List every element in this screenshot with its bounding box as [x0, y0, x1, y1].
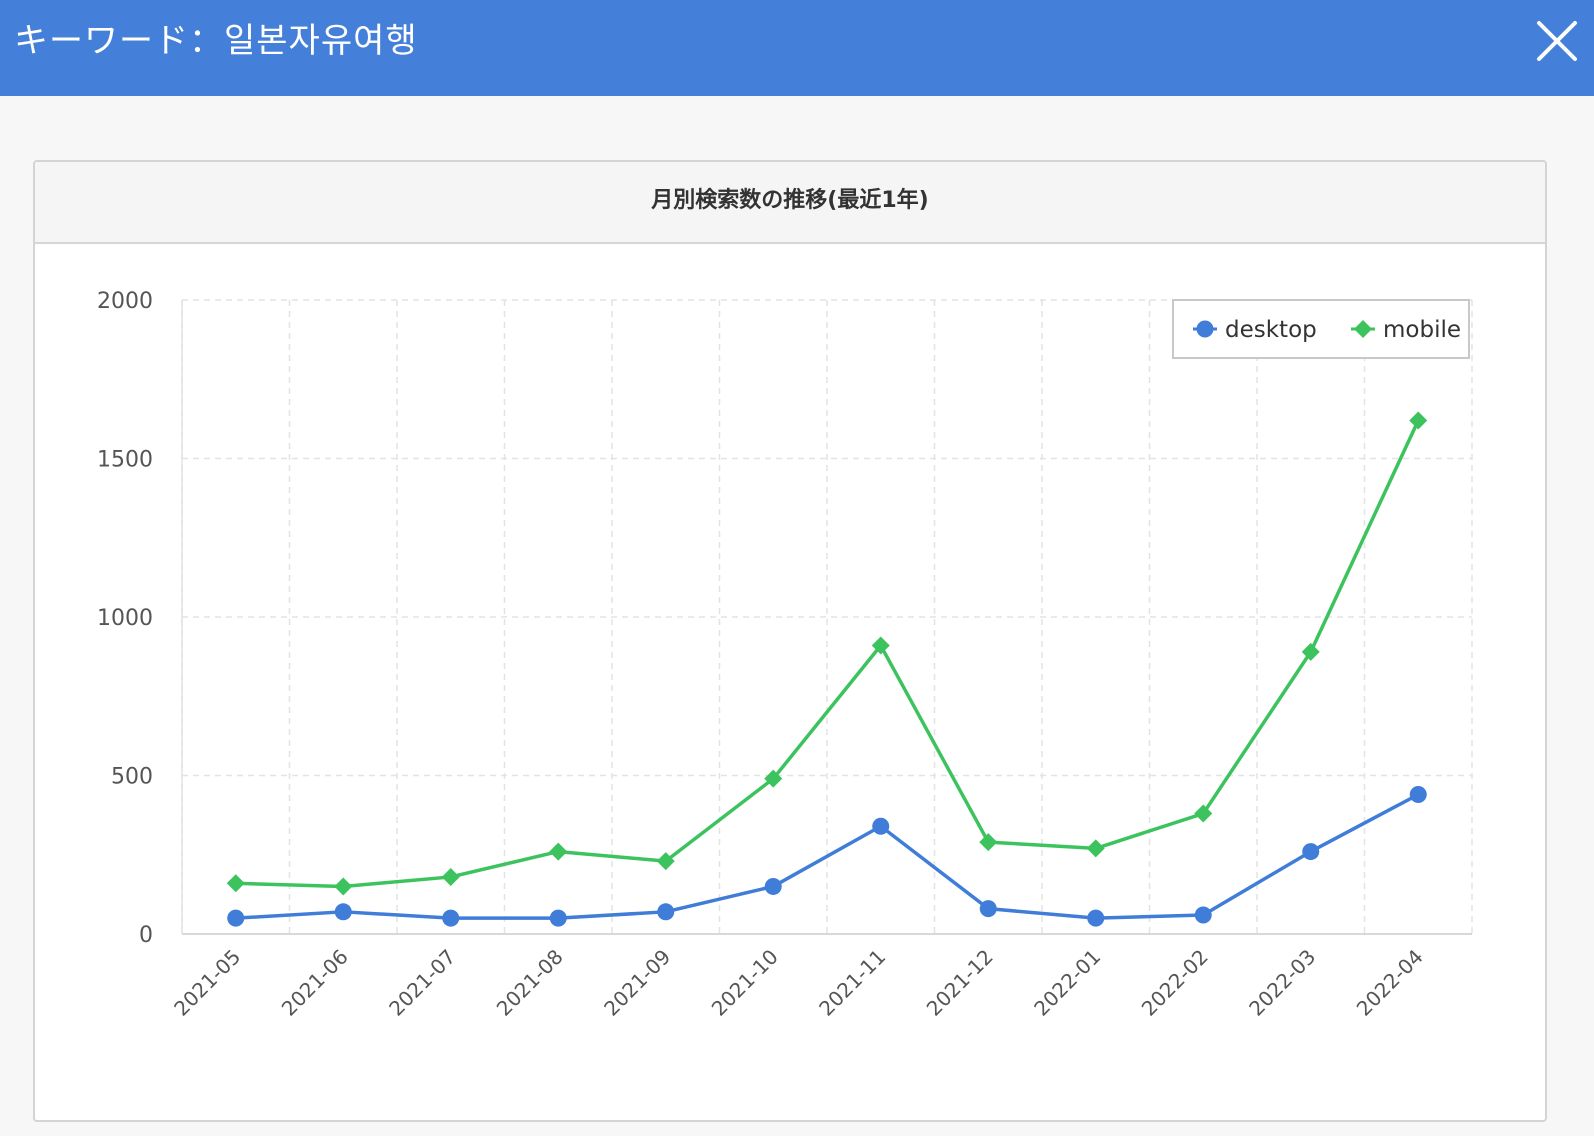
chart-title: 月別検索数の推移(最近1年)	[651, 188, 929, 213]
y-tick-label: 500	[111, 765, 153, 790]
x-tick-label: 2021-11	[814, 945, 890, 1021]
desktop-point	[657, 903, 675, 921]
mobile-point	[764, 769, 783, 788]
desktop-point	[334, 903, 352, 921]
desktop-point	[549, 909, 567, 927]
x-tick-label: 2021-05	[169, 945, 245, 1021]
mobile-point	[979, 833, 998, 852]
x-tick-label: 2021-09	[599, 945, 675, 1021]
y-tick-label: 0	[139, 923, 153, 948]
mobile-point	[549, 842, 568, 861]
mobile-point	[871, 636, 890, 655]
mobile-series-line	[235, 419, 1420, 889]
desktop-legend-marker	[1196, 320, 1214, 338]
mobile-legend-marker	[1354, 320, 1372, 338]
desktop-point	[764, 877, 782, 895]
x-tick-label: 2021-08	[492, 945, 568, 1021]
panel-header: 月別検索数の推移(最近1年)	[35, 162, 1545, 244]
desktop-point	[1302, 843, 1320, 861]
mobile-point	[441, 867, 460, 886]
desktop-point	[1087, 909, 1105, 927]
y-tick-label: 2000	[97, 289, 153, 314]
desktop-point	[979, 900, 997, 918]
desktop-point	[442, 909, 460, 927]
dialog-header: キーワード：일본자유여행	[0, 0, 1594, 96]
mobile-point	[1194, 804, 1213, 823]
y-tick-label: 1000	[97, 606, 153, 631]
x-tick-label: 2021-06	[277, 945, 353, 1021]
mobile-point	[656, 852, 675, 871]
mobile-point	[1086, 839, 1105, 858]
desktop-legend-label[interactable]: desktop	[1225, 317, 1317, 343]
close-icon[interactable]	[1536, 20, 1578, 62]
legend-box	[1172, 299, 1470, 359]
chart-panel: 月別検索数の推移(最近1年) 0 500 1000 1500 2000 2021-05 20…	[33, 160, 1547, 1122]
keyword-title: キーワード：일본자유여행	[14, 21, 418, 61]
desktop-point	[872, 817, 890, 835]
desktop-point	[1194, 906, 1212, 924]
mobile-point	[1409, 411, 1428, 430]
mobile-point	[226, 874, 245, 893]
desktop-point	[227, 909, 245, 927]
desktop-series-line	[235, 792, 1420, 920]
x-tick-label: 2021-12	[922, 945, 998, 1021]
mobile-legend-label[interactable]: mobile	[1383, 317, 1461, 343]
x-tick-label: 2022-03	[1244, 945, 1320, 1021]
line-chart: 0 500 1000 1500 2000 2021-05 2021-06 2021-07 202…	[97, 289, 1473, 1021]
x-tick-label: 2022-04	[1352, 945, 1428, 1021]
desktop-point	[1409, 786, 1427, 804]
x-tick-label: 2022-02	[1137, 945, 1213, 1021]
x-tick-label: 2022-01	[1029, 945, 1105, 1021]
mobile-point	[334, 877, 353, 896]
y-tick-label: 1500	[97, 448, 153, 473]
mobile-point	[1301, 642, 1320, 661]
x-tick-label: 2021-07	[384, 945, 460, 1021]
x-tick-label: 2021-10	[707, 945, 783, 1021]
